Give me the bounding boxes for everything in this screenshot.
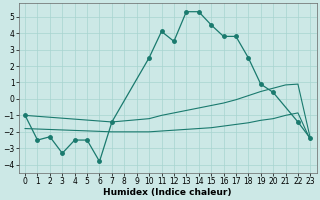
X-axis label: Humidex (Indice chaleur): Humidex (Indice chaleur) [103,188,232,197]
